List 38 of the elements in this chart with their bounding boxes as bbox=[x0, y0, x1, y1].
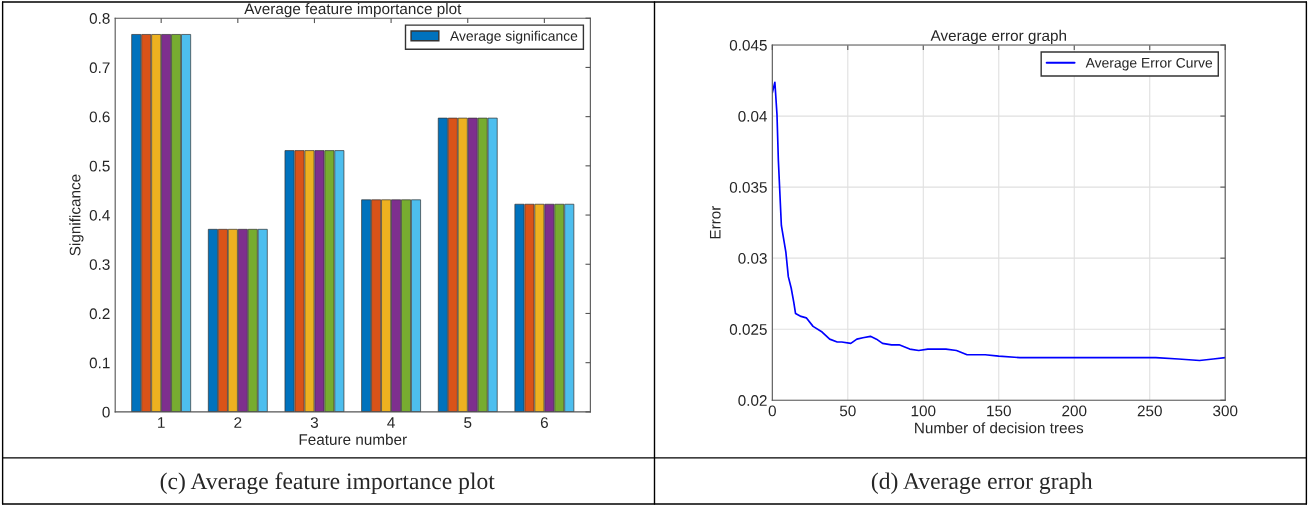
y-tick-label: 0.4 bbox=[89, 209, 110, 221]
x-tick-label: 200 bbox=[1062, 405, 1087, 417]
x-tick-label: 6 bbox=[540, 417, 548, 428]
x-tick-label: 100 bbox=[911, 405, 936, 417]
x-tick-label: 2 bbox=[234, 417, 242, 428]
y-tick-label: 0.8 bbox=[89, 13, 110, 24]
x-tick-label: 5 bbox=[464, 417, 472, 428]
line-series bbox=[772, 81, 1226, 362]
chart-title: Average feature importance plot bbox=[244, 2, 462, 18]
y-axis-title: Error bbox=[709, 205, 721, 239]
x-tick-label: 0 bbox=[768, 405, 776, 417]
x-tick-label: 150 bbox=[987, 405, 1011, 417]
y-tick-label: 0.04 bbox=[738, 110, 767, 122]
text: (c) Average feature importance plot bbox=[160, 472, 495, 495]
x-axis-title: Feature number bbox=[299, 433, 407, 445]
x-tick-label: 3 bbox=[310, 417, 319, 428]
y-tick-label: 0.3 bbox=[89, 259, 110, 270]
x-tick-label: 50 bbox=[839, 405, 856, 417]
y-tick-label: 0.2 bbox=[89, 308, 110, 320]
x-axis-title: Number of decision trees bbox=[915, 422, 1084, 434]
y-tick-label: 0.1 bbox=[89, 357, 110, 369]
y-tick-label: 0.7 bbox=[89, 62, 110, 74]
y-tick-label: 0.03 bbox=[738, 253, 767, 264]
y-tick-label: 0.5 bbox=[89, 160, 110, 172]
legend-label: Average Error Curve bbox=[1085, 57, 1213, 71]
x-tick-label: 300 bbox=[1213, 405, 1238, 417]
chart-title: Average error graph bbox=[930, 29, 1067, 45]
y-tick-label: 0.6 bbox=[89, 111, 110, 123]
y-axis-title: Significance bbox=[69, 174, 84, 256]
text: (d) Average error graph bbox=[871, 472, 1093, 494]
x-tick-label: 1 bbox=[158, 417, 165, 428]
x-tick-label: 250 bbox=[1137, 405, 1162, 417]
y-tick-label: 0.02 bbox=[738, 395, 767, 406]
y-tick-label: 0.035 bbox=[729, 181, 767, 193]
y-tick-label: 0.045 bbox=[729, 39, 767, 51]
legend-label: Average significance bbox=[449, 30, 578, 44]
y-tick-label: 0.025 bbox=[729, 324, 767, 335]
x-tick-label: 4 bbox=[387, 417, 395, 428]
